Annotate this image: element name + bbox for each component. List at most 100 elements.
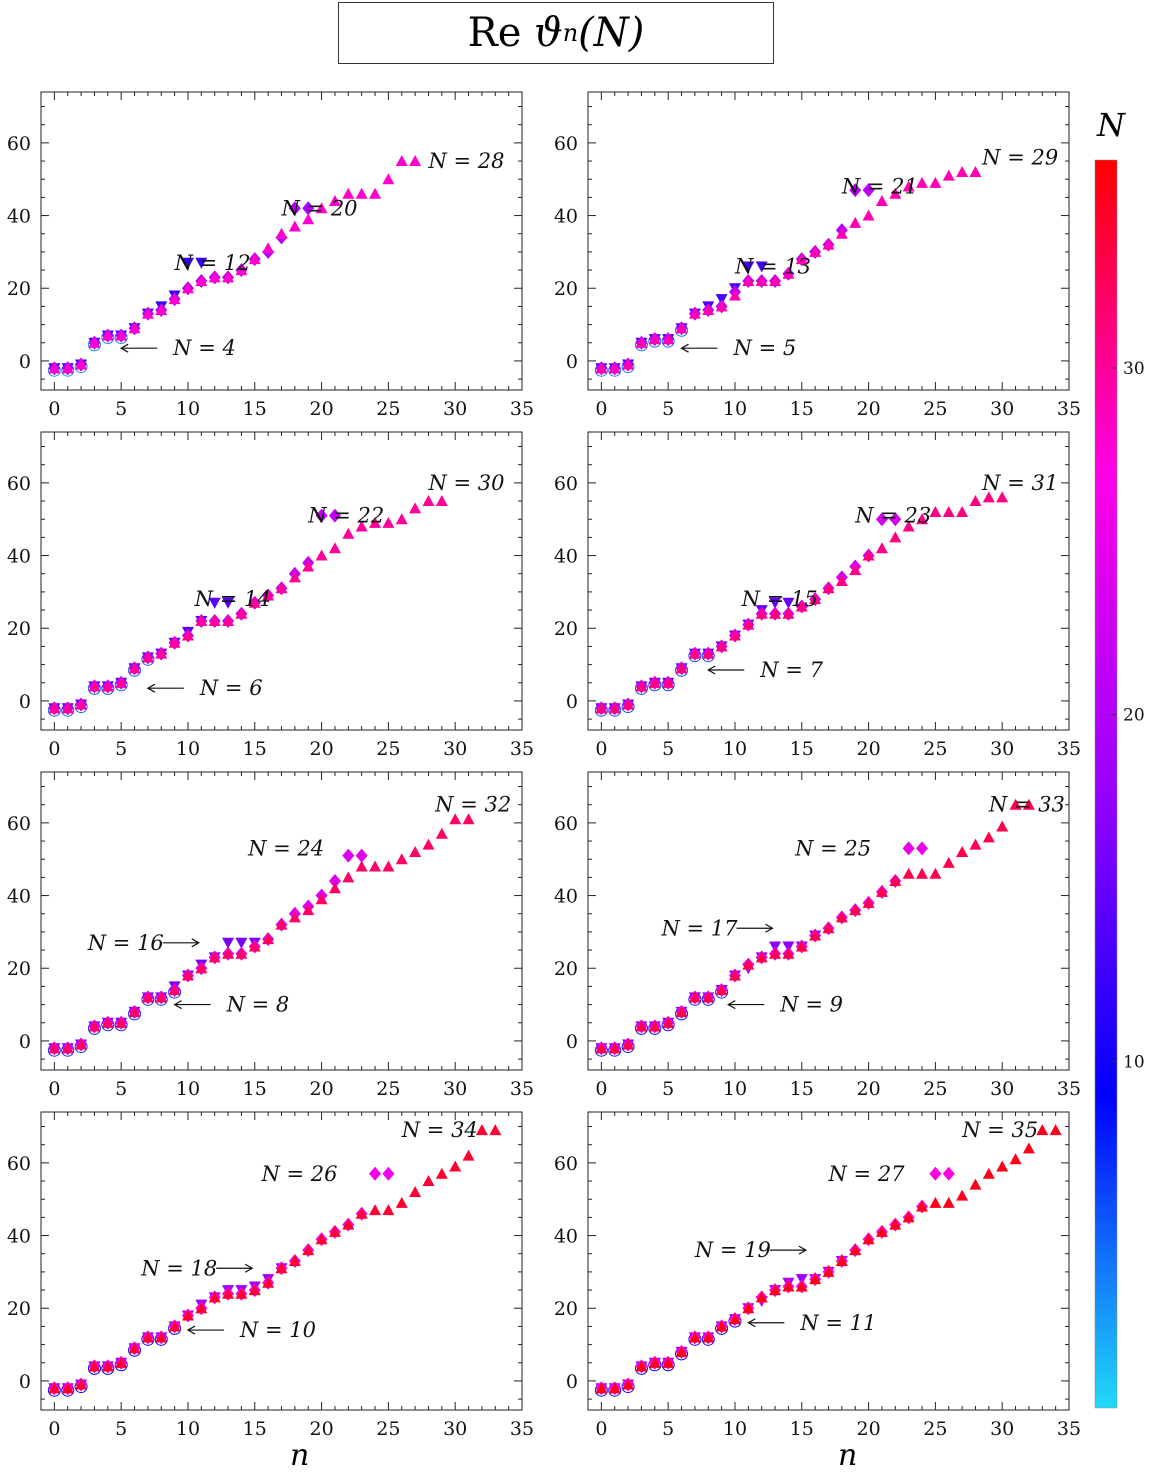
data-point-N29 [608, 362, 621, 374]
data-point-N35 [822, 1265, 835, 1277]
data-point-N28 [288, 220, 301, 232]
data-point-N28 [141, 307, 154, 319]
annotation-label: N = 15 [741, 587, 818, 611]
data-point-N32 [155, 991, 168, 1003]
data-point-N30 [355, 520, 368, 532]
data-point-N13 [755, 261, 768, 273]
data-point-N29 [942, 169, 955, 181]
annotation-label: N = 12 [174, 251, 251, 275]
x-tick-label: 10 [176, 1078, 200, 1100]
data-point-N30 [422, 495, 435, 507]
annotation-arrowhead [798, 1245, 808, 1255]
annotation-label: N = 22 [307, 504, 384, 528]
data-point-N28 [208, 271, 221, 283]
x-tick-label: 5 [662, 398, 674, 420]
x-axis-label-left: n [290, 1438, 310, 1473]
annotation-label: N = 8 [226, 993, 290, 1017]
data-point-N28 [235, 264, 248, 276]
data-point-N28 [355, 187, 368, 199]
data-point-N28 [88, 336, 101, 348]
data-point-N24 [355, 848, 368, 863]
data-point-N33 [862, 896, 875, 908]
data-point-N24 [342, 848, 355, 863]
data-point-N28 [262, 242, 275, 254]
data-point-N30 [328, 542, 341, 554]
y-tick-label: 0 [566, 1371, 578, 1393]
annotation-label: N = 23 [854, 504, 931, 528]
data-point-N29 [622, 358, 635, 370]
data-point-N28 [302, 213, 315, 225]
data-point-N32 [355, 860, 368, 872]
x-tick-label: 25 [376, 738, 400, 760]
data-point-N31 [849, 564, 862, 576]
x-tick-label: 20 [856, 1418, 880, 1440]
x-tick-label: 5 [115, 398, 127, 420]
data-point-N35 [728, 1313, 741, 1325]
x-tick-label: 20 [309, 738, 333, 760]
annotation-label: N = 27 [828, 1162, 906, 1186]
x-tick-label: 30 [990, 738, 1014, 760]
data-point-N30 [101, 680, 114, 692]
data-point-N32 [449, 813, 462, 825]
data-point-N28 [382, 173, 395, 185]
data-point-N30 [115, 676, 128, 688]
x-tick-label: 10 [176, 398, 200, 420]
data-point-N34 [235, 1287, 248, 1299]
data-point-N33 [969, 838, 982, 850]
colorbar [1094, 159, 1118, 1409]
data-point-N30 [262, 589, 275, 601]
data-point-N14 [208, 597, 221, 609]
colorbar-tick-label: 10 [1123, 1052, 1145, 1072]
data-point-N33 [889, 875, 902, 887]
data-point-N35 [622, 1378, 635, 1390]
y-tick-label: 60 [554, 133, 578, 155]
data-point-N31 [916, 513, 929, 525]
data-point-N33 [755, 951, 768, 963]
x-tick-label: 5 [115, 738, 127, 760]
y-tick-label: 20 [7, 1298, 31, 1320]
data-point-N34 [409, 1185, 422, 1197]
data-point-N28 [342, 187, 355, 199]
annotation-label: N = 26 [260, 1162, 337, 1186]
data-point-N28 [248, 253, 261, 265]
data-point-N34 [141, 1331, 154, 1343]
data-point-N30 [288, 571, 301, 583]
x-tick-label: 15 [243, 1418, 267, 1440]
data-point-N33 [822, 922, 835, 934]
title-sub: n [562, 19, 579, 47]
annotation-arrowhead [707, 665, 716, 675]
data-point-N30 [208, 614, 221, 626]
data-point-N27 [942, 1166, 955, 1181]
data-point-N24 [328, 874, 341, 889]
data-point-N35 [595, 1382, 608, 1394]
y-tick-label: 60 [554, 1153, 578, 1175]
y-tick-label: 0 [19, 1371, 31, 1393]
data-point-N35 [902, 1211, 915, 1223]
data-point-N34 [302, 1244, 315, 1256]
data-point-N32 [288, 911, 301, 923]
data-point-N30 [235, 607, 248, 619]
colorbar-tick-label: 20 [1123, 706, 1145, 726]
x-tick-label: 0 [48, 1418, 60, 1440]
x-tick-label: 35 [1057, 1078, 1081, 1100]
data-point-N34 [222, 1287, 235, 1299]
data-point-N31 [929, 505, 942, 517]
data-point-N34 [208, 1291, 221, 1303]
data-point-N29 [728, 289, 741, 301]
data-point-N28 [409, 155, 422, 167]
data-point-N35 [996, 1160, 1009, 1172]
annotation-arrowhead [727, 1000, 736, 1010]
data-point-N32 [262, 933, 275, 945]
data-point-N30 [168, 636, 181, 648]
data-point-N35 [675, 1345, 688, 1357]
annotation-label: N = 28 [427, 149, 504, 173]
data-point-N33 [702, 991, 715, 1003]
data-point-N34 [248, 1284, 261, 1296]
data-point-N29 [742, 274, 755, 286]
annotation-label: N = 5 [733, 336, 797, 360]
data-point-N31 [889, 531, 902, 543]
data-point-N28 [155, 304, 168, 316]
y-tick-label: 0 [19, 691, 31, 713]
x-tick-label: 15 [790, 398, 814, 420]
annotation-label: N = 34 [401, 1118, 478, 1142]
